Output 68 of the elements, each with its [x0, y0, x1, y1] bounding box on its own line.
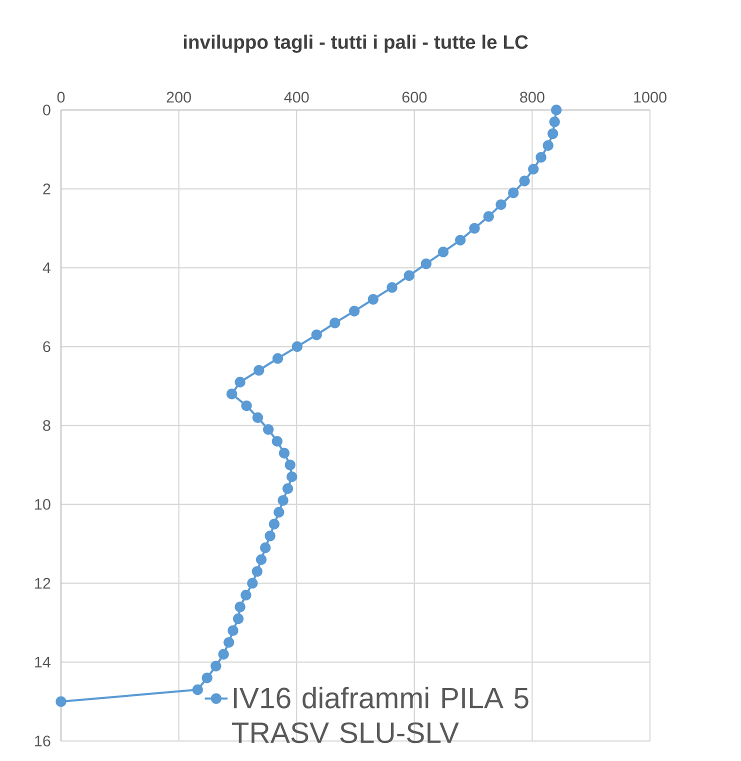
point — [386, 282, 398, 293]
point — [234, 376, 246, 388]
point — [551, 104, 562, 116]
point — [404, 270, 414, 281]
y-tick-label: 12 — [35, 578, 50, 589]
y-tick-label: 4 — [42, 262, 50, 274]
point — [528, 164, 539, 174]
point — [455, 234, 466, 246]
point — [254, 364, 264, 376]
x-tick-label: 1000 — [634, 92, 666, 103]
point — [232, 613, 244, 624]
point — [420, 258, 432, 270]
point — [330, 318, 340, 328]
point — [272, 353, 284, 364]
point — [247, 578, 258, 589]
point — [469, 222, 480, 234]
x-tick-label: 400 — [284, 92, 309, 103]
x-tick-label: 800 — [520, 92, 544, 103]
point — [368, 294, 379, 305]
x-tick-label: 200 — [166, 92, 191, 103]
point — [210, 660, 222, 672]
point — [252, 412, 264, 423]
x-tick-label: 600 — [402, 92, 427, 103]
point — [272, 436, 282, 447]
chart-title: inviluppo tagli - tutti i pali - tutte le LC — [184, 34, 528, 53]
y-tick-label: 0 — [43, 104, 50, 116]
point — [252, 566, 262, 577]
legend-label: IV16 diaframmi PILA 5 TRASV SLU-SLV — [232, 686, 528, 744]
point — [292, 341, 303, 352]
point — [348, 306, 360, 316]
y-tick-label: 14 — [35, 656, 50, 668]
point — [234, 602, 246, 612]
point — [536, 152, 546, 163]
point — [228, 625, 238, 636]
y-tick-label: 8 — [43, 420, 50, 431]
point — [202, 672, 212, 684]
point — [278, 495, 288, 506]
point — [508, 187, 519, 198]
point — [56, 696, 66, 707]
point — [549, 116, 560, 128]
point — [260, 542, 271, 554]
point — [519, 176, 530, 186]
point — [224, 637, 234, 648]
x-tick-label: 0 — [57, 92, 65, 103]
point — [547, 128, 558, 140]
point — [256, 554, 267, 565]
point — [240, 590, 252, 600]
point — [282, 483, 294, 494]
point — [274, 506, 284, 518]
y-tick-label: 10 — [35, 498, 50, 510]
point — [264, 530, 276, 542]
point — [286, 471, 298, 482]
point — [241, 400, 252, 412]
y-tick-label: 16 — [35, 736, 50, 746]
point — [226, 388, 238, 400]
point — [262, 424, 274, 435]
point — [483, 211, 494, 222]
point — [438, 246, 449, 258]
y-tick-label: 6 — [43, 341, 50, 352]
point — [268, 518, 280, 530]
point — [218, 648, 229, 660]
point — [284, 460, 296, 470]
point — [496, 199, 506, 210]
y-tick-label: 2 — [43, 184, 50, 194]
point — [542, 140, 554, 151]
point — [311, 329, 322, 340]
point — [278, 448, 290, 458]
point — [192, 684, 203, 696]
